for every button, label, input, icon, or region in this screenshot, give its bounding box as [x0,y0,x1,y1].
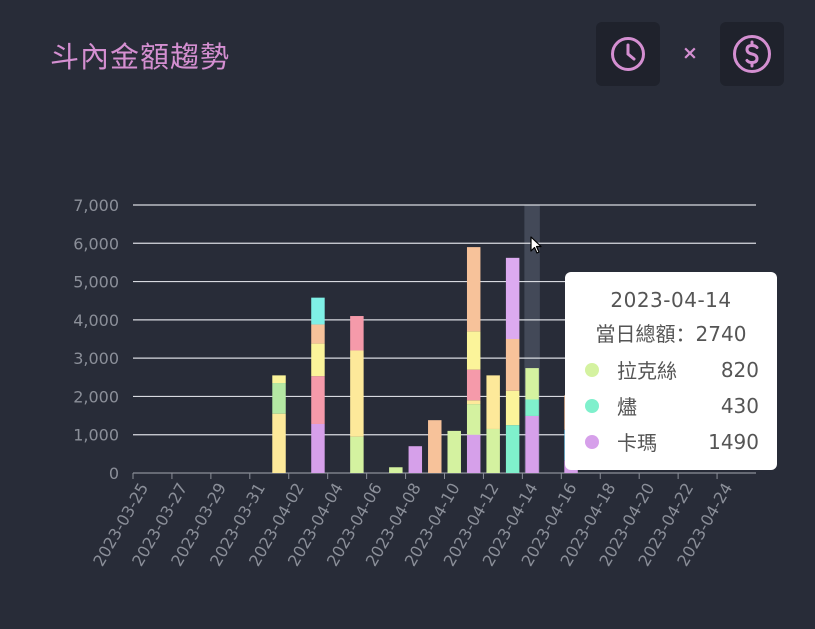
bar-segment[interactable] [350,316,364,351]
bar-segment[interactable] [311,297,325,325]
y-tick-label: 7,000 [73,196,119,215]
bar-segment[interactable] [505,425,520,473]
bar-segment[interactable] [272,413,286,473]
tooltip-date: 2023-04-14 [610,288,732,312]
tooltip-series-value: 820 [720,357,759,382]
y-tick-label: 1,000 [73,426,119,445]
y-tick-label: 0 [109,464,119,483]
separator-mark: × [682,42,698,64]
dollar-circle-icon [733,35,771,73]
tooltip-total: 當日總額：2740 [595,322,747,346]
bar-segment[interactable] [466,434,481,473]
tooltip-row: 卡瑪 1490 [583,428,759,455]
bar-segment[interactable] [486,375,500,429]
bar-segment[interactable] [466,400,481,405]
bar-segment[interactable] [525,368,539,400]
tooltip-series-value: 1490 [708,429,759,454]
y-tick-label: 4,000 [73,311,119,330]
mouse-cursor-icon [530,236,542,254]
clock-icon [611,37,645,71]
bar-segment[interactable] [389,467,403,473]
bar-segment[interactable] [466,331,481,370]
bar-segment[interactable] [447,430,461,473]
bar-segment[interactable] [350,350,364,437]
bar-segment[interactable] [525,399,539,416]
bar-segment[interactable] [272,383,286,414]
y-tick-label: 5,000 [73,273,119,292]
legend-dot [585,398,599,413]
y-tick-label: 2,000 [73,387,119,406]
tooltip-series-name: 拉克絲 [617,359,677,383]
legend-dot [585,434,599,449]
page-title: 斗內金額趨勢 [50,40,231,74]
time-mode-button[interactable] [596,22,660,86]
y-tick-label: 6,000 [73,234,119,253]
bar-segment[interactable] [428,420,442,473]
tooltip-series-value: 430 [720,393,759,418]
bar-segment[interactable] [311,423,325,473]
tooltip-series-name: 燼 [617,395,637,419]
bar-segment[interactable] [466,404,481,435]
bar-segment[interactable] [505,339,520,391]
bar-segment[interactable] [525,415,539,473]
bar-segment[interactable] [505,390,520,426]
legend-dot [585,362,599,377]
amount-mode-button[interactable] [720,22,784,86]
tooltip-row: 燼 430 [583,392,759,419]
bar-segment[interactable] [311,343,325,377]
bar-segment[interactable] [408,446,423,473]
bar-segment[interactable] [311,376,325,424]
tooltip-series-name: 卡瑪 [617,431,657,455]
bar-segment[interactable] [486,428,500,473]
bar-segment[interactable] [350,436,364,473]
bar-segment[interactable] [272,375,286,384]
tooltip-row: 拉克絲 820 [583,356,759,383]
bar-segment[interactable] [505,257,520,339]
y-tick-label: 3,000 [73,349,119,368]
bar-segment[interactable] [466,247,481,332]
bar-segment[interactable] [466,369,481,401]
bar-segment[interactable] [311,324,325,344]
chart-tooltip: 2023-04-14 當日總額：2740 拉克絲 820 燼 430 卡瑪 14… [565,272,777,470]
